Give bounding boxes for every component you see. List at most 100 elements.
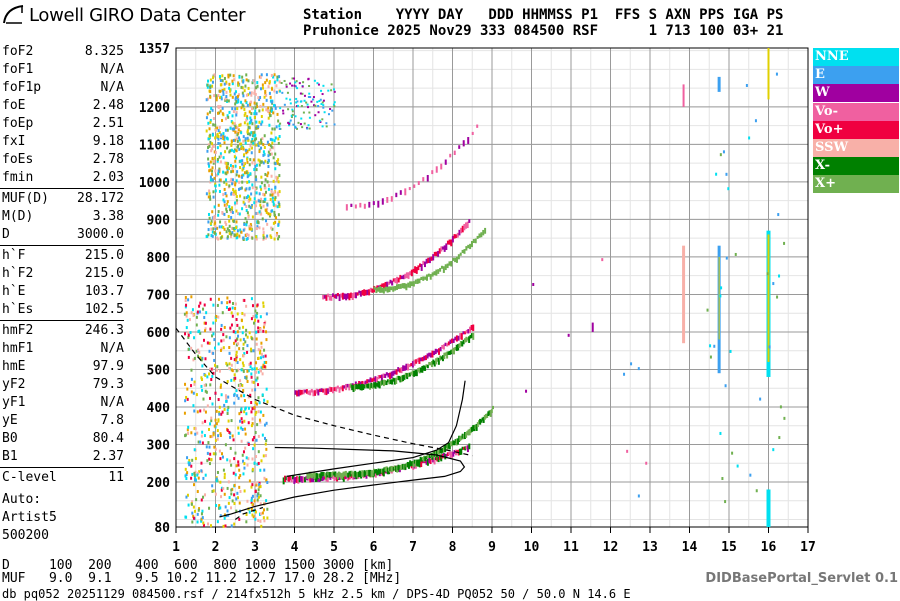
echo-dot	[260, 160, 263, 164]
multihop-x-dot	[443, 352, 446, 360]
echo-dot	[263, 186, 266, 190]
echo-dot	[306, 127, 309, 130]
echo-dot	[745, 83, 748, 87]
echo-dot	[270, 106, 273, 110]
multihop-trace-dot	[296, 390, 299, 397]
echo-dot	[233, 358, 236, 362]
param-value: 2.78	[92, 152, 124, 167]
echo-dot	[271, 127, 274, 131]
third-hop-x-dot	[484, 227, 487, 234]
auto-line1: Auto:	[2, 492, 42, 507]
multihop-x-dot	[404, 372, 407, 378]
o-trace-dot	[320, 475, 323, 481]
echo-dot	[236, 312, 239, 316]
third-hop-dot	[455, 234, 458, 238]
multihop-trace-dot	[413, 359, 416, 366]
echo-dot	[273, 190, 276, 194]
echo-dot	[258, 485, 261, 489]
echo-dot	[241, 453, 244, 457]
echo-dot	[191, 472, 194, 476]
x-trace-dot	[438, 449, 441, 455]
multihop-trace-dot	[411, 361, 414, 368]
multihop-x-dot	[450, 349, 453, 355]
echo-dot	[253, 367, 256, 371]
echo-dot	[251, 388, 254, 392]
third-hop-dot	[330, 295, 333, 301]
echo-dot	[248, 224, 251, 228]
echo-dot	[212, 144, 215, 148]
echo-dot	[218, 506, 221, 510]
o-trace-dot	[461, 446, 464, 450]
echo-dot	[232, 188, 235, 192]
x-trace-dot	[409, 460, 412, 467]
echo-dot	[306, 103, 309, 106]
echo-dot	[258, 418, 261, 422]
param-separator	[0, 188, 124, 189]
multihop-trace-dot	[333, 387, 336, 392]
echo-dot	[256, 498, 259, 502]
third-hop-x-dot	[448, 261, 451, 266]
echo-dot	[255, 102, 258, 106]
echo-dot	[193, 474, 196, 478]
echo-dot	[225, 194, 228, 198]
fourth-hop-dot	[359, 202, 362, 208]
echo-dot	[235, 369, 238, 373]
echo-dot	[257, 158, 260, 162]
echo-dot	[228, 184, 231, 188]
echo-dot	[219, 385, 222, 389]
echo-dot	[225, 230, 228, 234]
echo-dot	[265, 93, 268, 97]
multihop-x-dot	[461, 341, 464, 347]
auto-line2: Artist5	[2, 510, 57, 525]
third-hop-x-dot	[457, 254, 460, 260]
echo-dot	[325, 125, 328, 128]
third-hop-dot	[325, 295, 328, 301]
echo-dot	[319, 120, 322, 123]
echo-dot	[203, 383, 206, 387]
x-trace-dot	[328, 472, 331, 478]
echo-dot	[228, 336, 231, 340]
echo-dot	[225, 204, 228, 208]
echo-dot	[219, 144, 222, 148]
echo-dot	[221, 311, 224, 315]
o-trace-dot	[437, 456, 440, 463]
multihop-x-dot	[455, 344, 458, 351]
echo-dot	[239, 379, 242, 383]
echo-dot	[237, 100, 240, 104]
x-trace-dot	[404, 463, 407, 470]
echo-dot	[232, 74, 235, 78]
echo-dot	[199, 440, 202, 444]
echo-dot	[221, 112, 224, 116]
third-hop-dot	[435, 251, 438, 257]
x-trace-dot	[346, 472, 349, 478]
echo-dot	[229, 208, 232, 212]
echo-dot	[264, 178, 267, 182]
echo-dot	[209, 297, 212, 301]
echo-dot	[259, 203, 262, 207]
echo-dot	[235, 111, 238, 115]
echo-dot	[295, 97, 298, 100]
x-trace-dot	[393, 465, 396, 470]
echo-dot	[211, 434, 214, 438]
multihop-x-dot	[389, 379, 392, 385]
echo-dot	[260, 187, 263, 191]
param-h-e: h`E 103.7	[0, 283, 124, 301]
echo-dot	[212, 76, 215, 80]
third-hop-x-dot	[454, 257, 457, 263]
echo-dot	[218, 131, 221, 135]
echo-dot	[191, 520, 194, 524]
echo-dot	[207, 220, 210, 224]
x-trace-dot	[335, 473, 338, 478]
echo-dot	[263, 183, 266, 187]
echo-dot	[231, 211, 234, 215]
echo-dot	[525, 389, 528, 393]
echo-dot	[253, 201, 256, 205]
third-hop-x-dot	[472, 238, 475, 243]
echo-dot	[241, 331, 244, 335]
echo-dot	[227, 395, 230, 399]
multihop-trace-dot	[436, 349, 439, 353]
x-trace-dot	[480, 419, 483, 423]
echo-dot	[262, 153, 265, 157]
echo-dot	[203, 316, 206, 320]
echo-dot	[222, 170, 225, 174]
